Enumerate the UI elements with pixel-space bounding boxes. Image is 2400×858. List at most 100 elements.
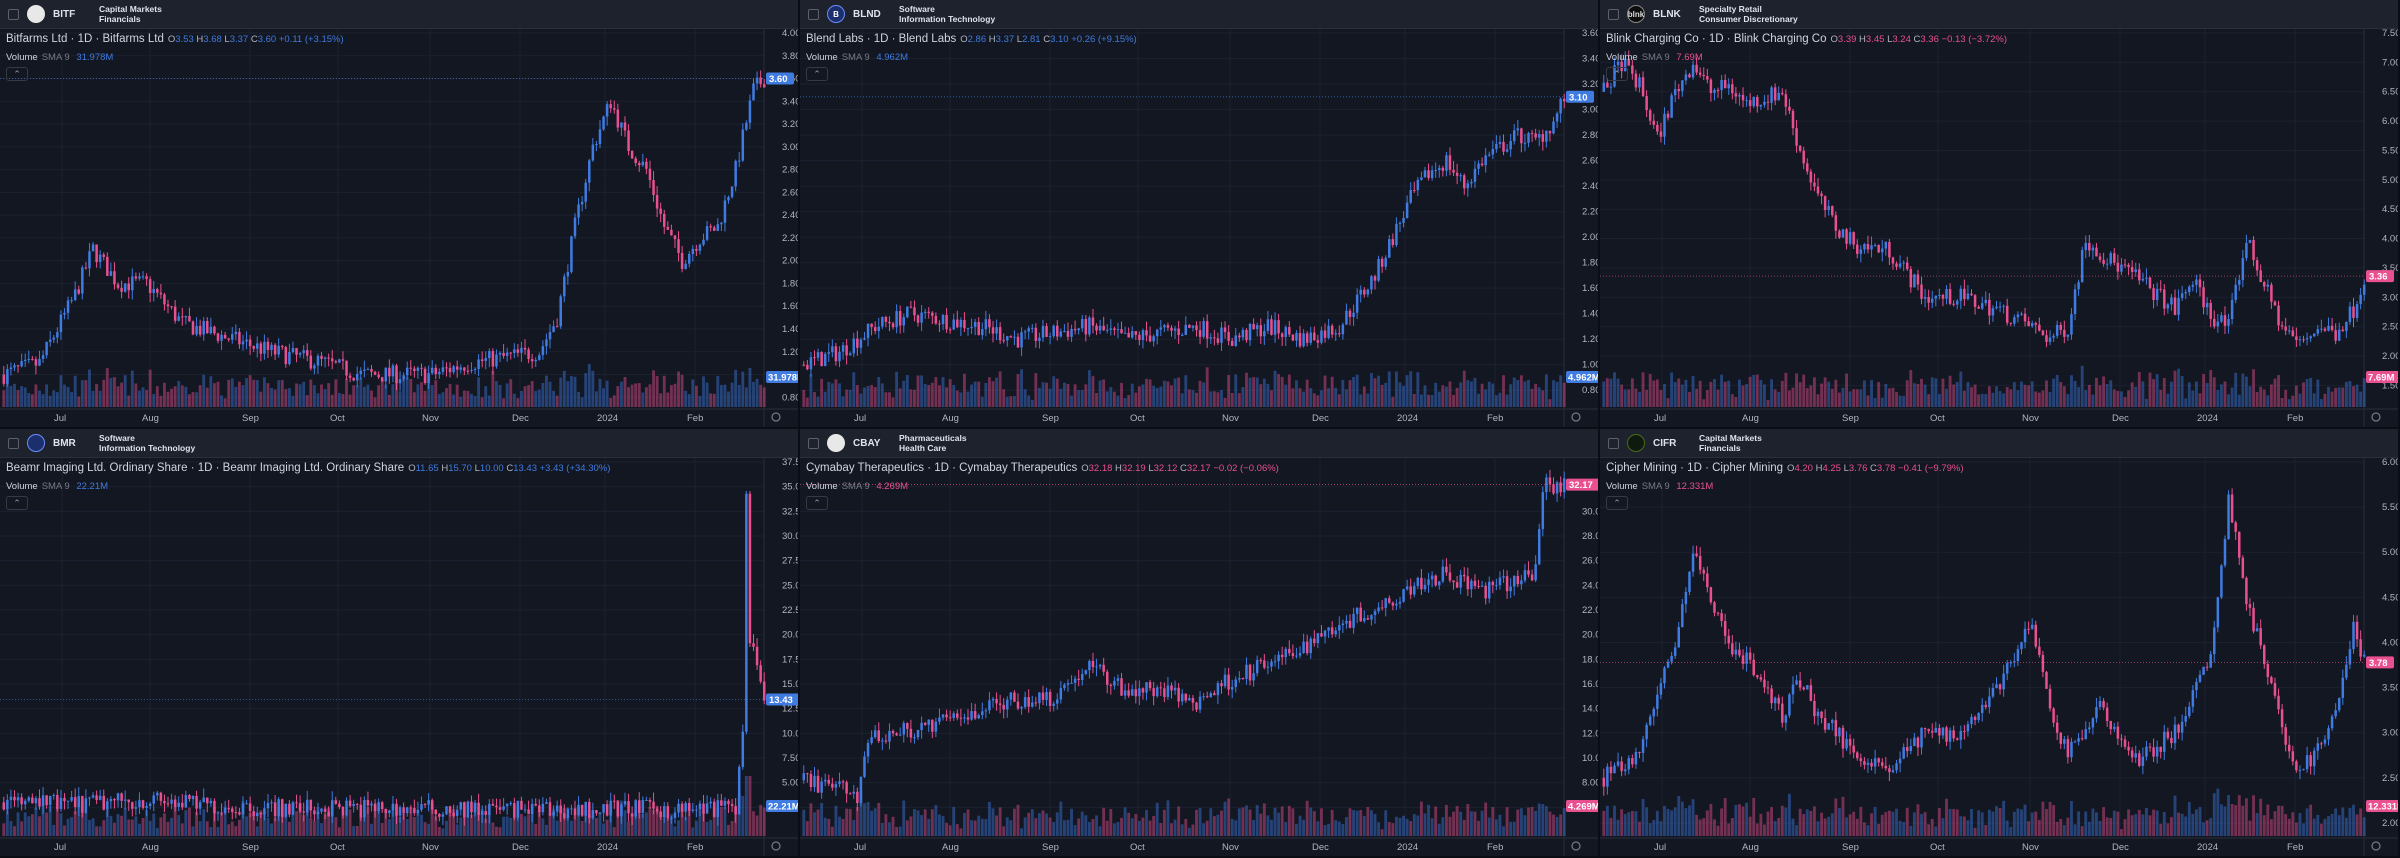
sector-label: Financials (1699, 443, 1741, 453)
sma-label: SMA 9 (41, 481, 70, 492)
panel-header: blnk BLNK Specialty Retail Consumer Discret… (1600, 0, 2398, 29)
candles (802, 469, 1566, 811)
y-tick-label: 2.00 (782, 256, 800, 267)
y-tick-label: 7.00 (2382, 57, 2400, 68)
ohlc-key: O (1081, 463, 1089, 474)
sector-info: Pharmaceuticals Health Care (899, 433, 967, 453)
select-checkbox[interactable] (8, 437, 19, 449)
ohlc-key: C (250, 34, 258, 45)
last-price-tag (766, 72, 794, 85)
ohlc-c-value: 13.43 (513, 463, 537, 474)
chart-legend: Bitfarms Ltd · 1D · Bitfarms Ltd O3.53 H3… (6, 33, 344, 45)
x-tick-label: Dec (2112, 842, 2129, 853)
change-value: −0.41 (−9.79%) (1898, 463, 1964, 474)
ticker-symbol[interactable]: CIFR (1653, 437, 1677, 449)
ohlc-key: H (988, 34, 996, 45)
x-tick-label: Aug (142, 413, 159, 424)
collapse-legend-button[interactable]: ⌃ (1606, 67, 1628, 81)
x-tick-label: 2024 (1397, 413, 1418, 424)
ticker-symbol[interactable]: CBAY (853, 437, 881, 449)
volume-label: Volume (806, 481, 838, 492)
ohlc-key: L (1887, 34, 1893, 45)
volume-label: Volume (6, 52, 38, 63)
settings-icon[interactable] (2371, 412, 2381, 422)
volume-legend: Volume SMA 9 22.21M (6, 481, 108, 492)
ohlc-l-value: 10.00 (479, 463, 504, 474)
company-logo-icon (1627, 434, 1645, 452)
y-tick-label: 2.40 (782, 210, 800, 221)
collapse-legend-button[interactable]: ⌃ (806, 496, 828, 510)
y-tick-label: 1.20 (1582, 334, 1600, 345)
ohlc-key: L (474, 463, 480, 474)
y-tick-label: 1.80 (782, 278, 800, 289)
settings-icon[interactable] (1571, 412, 1581, 422)
panel-header: B BLND Software Information Technology (800, 0, 1598, 29)
x-tick-label: Jul (854, 413, 866, 424)
change-value: −0.13 (−3.72%) (1941, 34, 2008, 45)
settings-icon[interactable] (771, 841, 781, 851)
price-chart[interactable]: 7.50 7.00 6.50 6.00 5.50 5.00 4.50 4.00 3.50 3.00… (1600, 29, 2400, 429)
settings-icon[interactable] (771, 412, 781, 422)
ohlc-c-value: 3.78 (1876, 463, 1896, 474)
select-checkbox[interactable] (1608, 8, 1619, 20)
volume-legend: Volume SMA 9 4.962M (806, 52, 908, 63)
sector-label: Consumer Discretionary (1699, 14, 1798, 24)
collapse-legend-button[interactable]: ⌃ (806, 67, 828, 81)
x-tick-label: Nov (2022, 413, 2039, 424)
last-price-label: 32.17 (1569, 480, 1593, 491)
ohlc-key: C (1913, 34, 1921, 45)
x-tick-label: Oct (1930, 842, 1945, 853)
chart-legend: Blink Charging Co · 1D · Blink Charging … (1606, 33, 2007, 45)
x-tick-label: Jul (54, 842, 66, 853)
price-chart[interactable]: 6.00 5.50 5.00 4.50 4.00 3.50 3.00 2.50 2.00 Jul A… (1600, 458, 2400, 858)
select-checkbox[interactable] (808, 8, 819, 20)
settings-icon[interactable] (1571, 841, 1581, 851)
y-tick-label: 2.80 (782, 165, 800, 176)
price-chart[interactable]: 3.60 3.40 3.20 3.00 2.80 2.60 2.40 2.20 2.00 1.80… (800, 29, 1600, 429)
chart-panel-blnd[interactable]: B BLND Software Information Technology 3.60 3… (800, 0, 1600, 429)
last-price-tag (2366, 270, 2394, 283)
change-value: +3.43 (+34.30%) (539, 463, 611, 474)
ticker-symbol[interactable]: BMR (53, 437, 76, 449)
x-tick-label: Dec (512, 842, 529, 853)
x-tick-label: Aug (1742, 413, 1759, 424)
last-price-label: 3.60 (769, 74, 788, 85)
sector-label: Financials (99, 14, 141, 24)
sector-info: Capital Markets Financials (1699, 433, 1762, 453)
collapse-legend-button[interactable]: ⌃ (1606, 496, 1628, 510)
symbol-title: Blend Labs · 1D · Blend Labs (806, 33, 957, 45)
x-tick-label: Sep (1042, 413, 1059, 424)
y-tick-label: 25.00 (782, 580, 800, 591)
y-tick-label: 7.50 (782, 753, 800, 764)
ohlc-values: O2.86 H3.37 L2.81 C3.10 +0.26 (+9.15%) (960, 34, 1137, 45)
price-chart[interactable]: 4.00 3.80 3.60 3.40 3.20 3.00 2.80 2.60 2.40 2.20… (0, 29, 800, 429)
ohlc-c-value: 32.17 (1186, 463, 1211, 474)
price-chart[interactable]: 32.0030.0028.0026.0024.0022.0020.0018.00… (800, 458, 1600, 858)
select-checkbox[interactable] (808, 437, 819, 449)
settings-icon[interactable] (2371, 841, 2381, 851)
y-tick-label: 2.00 (2382, 351, 2400, 362)
x-tick-label: Nov (1222, 842, 1239, 853)
x-tick-label: Jul (54, 413, 66, 424)
y-tick-label: 6.00 (2382, 458, 2400, 468)
collapse-legend-button[interactable]: ⌃ (6, 67, 28, 81)
ticker-symbol[interactable]: BITF (53, 8, 76, 20)
chart-panel-blnk[interactable]: blnk BLNK Specialty Retail Consumer Discret… (1600, 0, 2400, 429)
select-checkbox[interactable] (1608, 437, 1619, 449)
y-tick-label: 24.00 (1582, 580, 1600, 591)
x-tick-label: Nov (422, 842, 439, 853)
select-checkbox[interactable] (8, 8, 19, 20)
ohlc-l-value: 3.76 (1848, 463, 1868, 474)
chart-panel-cifr[interactable]: CIFR Capital Markets Financials 6.00 5.50 5.0… (1600, 429, 2400, 858)
y-tick-label: 22.50 (782, 605, 800, 616)
ticker-symbol[interactable]: BLNK (1653, 8, 1681, 20)
last-price-label: 13.43 (769, 695, 793, 706)
collapse-legend-button[interactable]: ⌃ (6, 496, 28, 510)
ticker-symbol[interactable]: BLND (853, 8, 881, 20)
y-tick-label: 32.50 (782, 506, 800, 517)
industry-label: Software (99, 433, 135, 443)
price-chart[interactable]: 37.50 35.00 32.50 30.00 27.50 25.00 22.50 20.00… (0, 458, 800, 858)
